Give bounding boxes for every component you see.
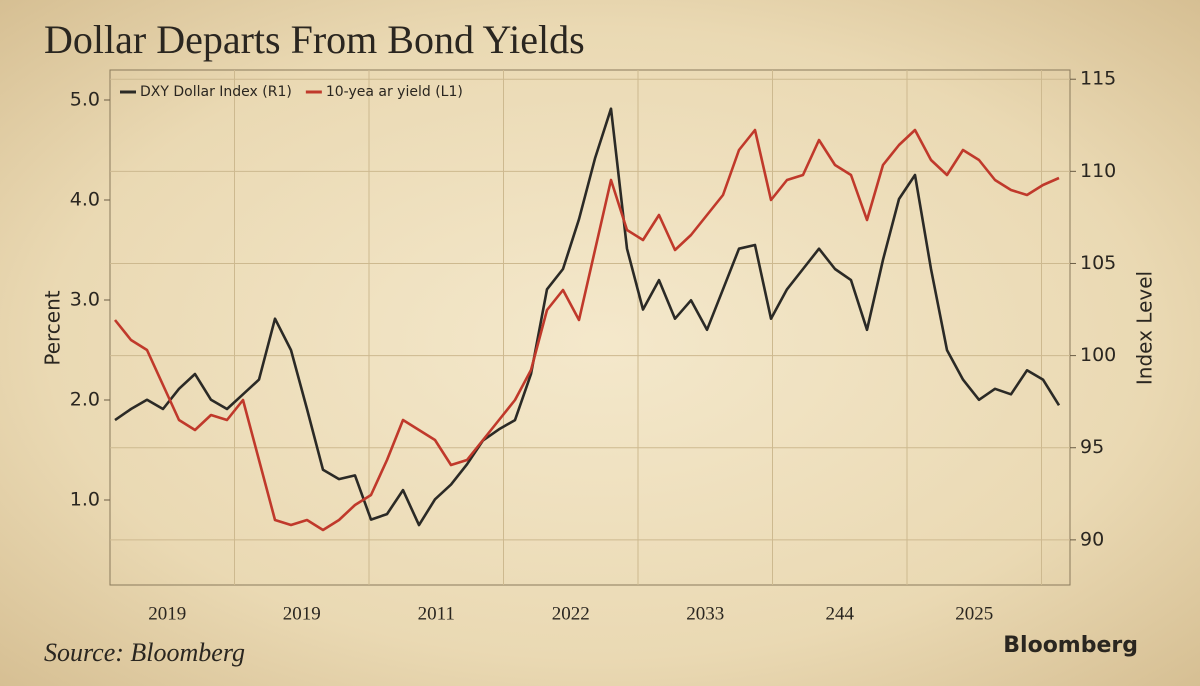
x-tick-label: 2011	[418, 603, 455, 624]
y2-tick-label: 100	[1080, 344, 1116, 366]
y-tick-label: 5.0	[70, 89, 100, 111]
brand: Bloomberg	[1003, 633, 1138, 658]
series-line	[113, 128, 1060, 532]
x-tick-label: 2033	[686, 603, 724, 624]
y2-tick-label: 105	[1080, 252, 1116, 274]
y2-tick-label: 110	[1080, 160, 1116, 182]
chart-title: Dollar Departs From Bond Yields	[44, 17, 585, 62]
legend-label: 10-yea ar yield (L1)	[326, 84, 463, 100]
y2-axis-label: Index Level	[1133, 271, 1157, 385]
x-tick-label: 244	[826, 603, 855, 624]
source: Source: Bloomberg	[44, 638, 245, 667]
y-tick-label: 2.0	[70, 389, 100, 411]
x-tick-label: 2019	[283, 603, 321, 624]
y-axis-label: Percent	[41, 290, 65, 365]
x-tick-label: 2019	[148, 603, 186, 624]
y2-tick-label: 115	[1080, 68, 1116, 90]
x-tick-label: 2022	[552, 603, 590, 624]
series-line	[114, 107, 1061, 527]
y-tick-label: 4.0	[70, 189, 100, 211]
plot-frame	[109, 69, 1071, 586]
y-tick-label: 3.0	[70, 289, 100, 311]
y2-tick-label: 90	[1080, 528, 1104, 550]
x-tick-label: 2025	[955, 603, 993, 624]
y-tick-label: 1.0	[70, 489, 100, 511]
legend-label: DXY Dollar Index (R1)	[140, 84, 292, 100]
y2-tick-label: 95	[1080, 436, 1104, 458]
